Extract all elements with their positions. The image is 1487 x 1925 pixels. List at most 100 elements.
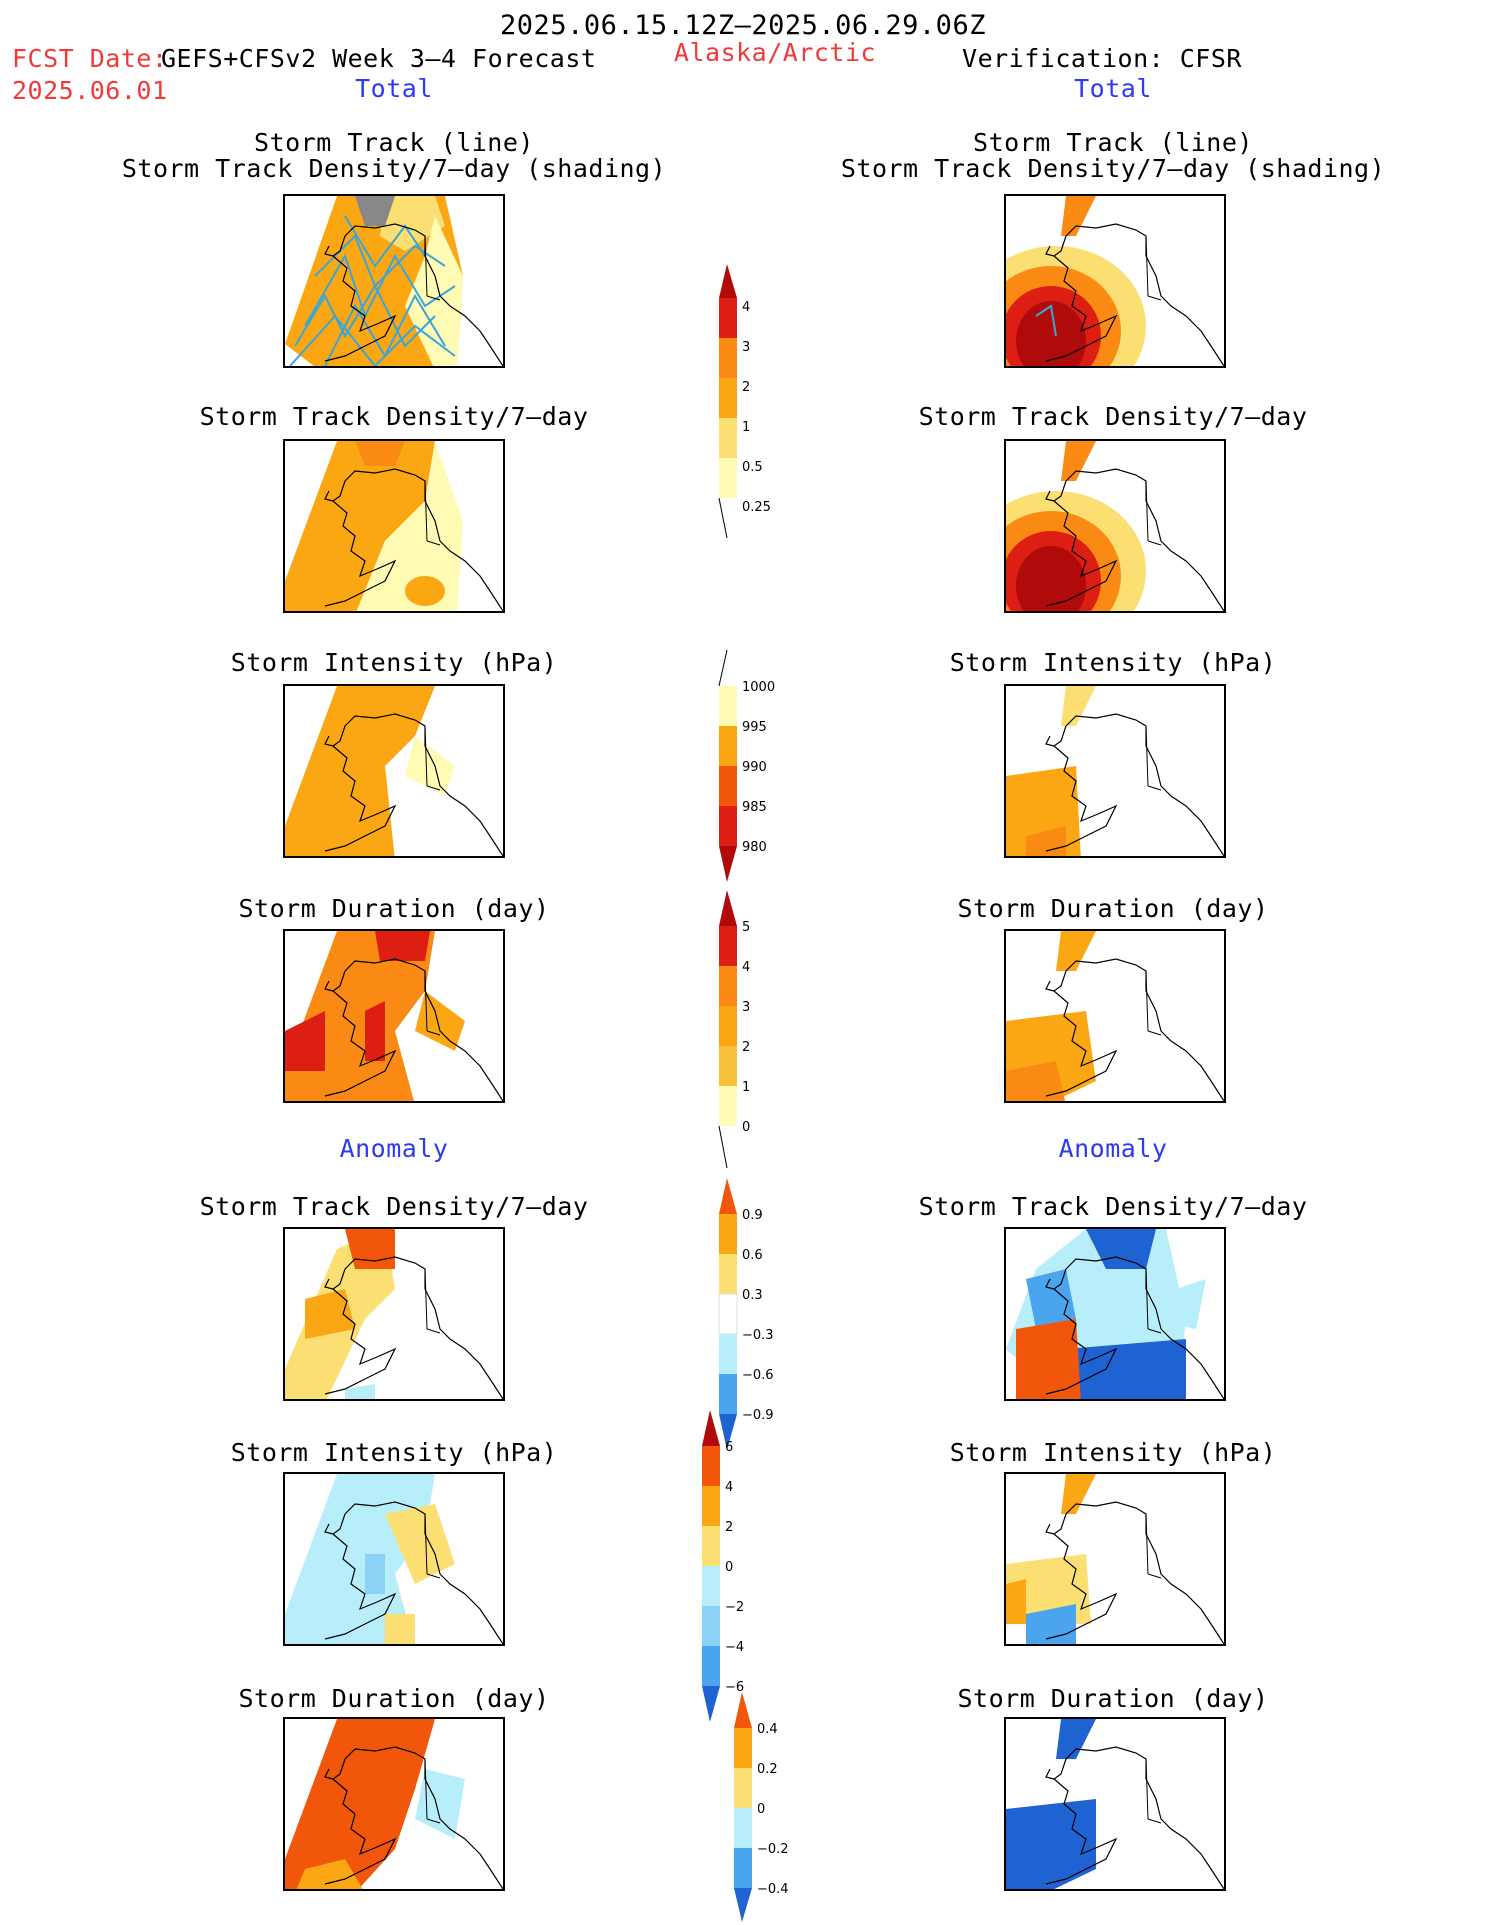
map-left-track (283, 194, 505, 368)
tick-label: −0.2 (757, 1842, 789, 1857)
map-right-anom-density-svg (1006, 1229, 1224, 1399)
tick-label: 0.6 (742, 1248, 763, 1263)
border-outline (424, 1758, 441, 1824)
right-density-title: Storm Track Density/7–day (918, 402, 1308, 431)
left-anom-intensity-title: Storm Intensity (hPa) (230, 1438, 558, 1467)
tick-label: −0.6 (742, 1368, 774, 1383)
tick-label: 995 (742, 720, 767, 735)
map-right-intensity-svg (1006, 686, 1224, 856)
map-left-anom-duration-svg (285, 1719, 503, 1889)
map-right-duration (1004, 929, 1226, 1103)
tick-label: 0.2 (757, 1762, 778, 1777)
right-anom-density-title: Storm Track Density/7–day (918, 1192, 1308, 1221)
coastline-outline (1045, 958, 1224, 1101)
right-intensity-title: Storm Intensity (hPa) (949, 648, 1277, 677)
coastline-outline (1045, 713, 1224, 856)
fcst-source: GEFS+CFSv2 Week 3–4 Forecast (161, 44, 597, 73)
anomaly-density-colorbar: 0.9 0.6 0.3 −0.3 −0.6 −0.9 (718, 1178, 774, 1450)
tick-label: 980 (742, 840, 767, 855)
tick-label: 4 (742, 960, 750, 975)
border-outline (1145, 480, 1162, 546)
right-duration-title: Storm Duration (day) (957, 894, 1269, 923)
anomaly-duration-colorbar: 0.4 0.2 0 −0.2 −0.4 (734, 1692, 789, 1922)
map-right-anom-intensity-svg (1006, 1474, 1224, 1644)
tick-label: 0.5 (742, 460, 763, 475)
coastline-outline (1045, 1501, 1224, 1644)
map-right-track-svg (1006, 196, 1224, 366)
map-left-intensity (283, 684, 505, 858)
map-left-anom-density (283, 1227, 505, 1401)
tick-label: 3 (742, 340, 750, 355)
tick-label: 2 (742, 380, 750, 395)
map-right-anom-duration-svg (1006, 1719, 1224, 1889)
tick-label: 5 (742, 920, 750, 935)
tick-label: −0.3 (742, 1328, 774, 1343)
border-outline (424, 1268, 441, 1334)
map-left-density-svg (285, 441, 503, 611)
border-outline (1145, 1268, 1162, 1334)
border-outline (1145, 970, 1162, 1036)
map-left-track-svg (285, 196, 503, 366)
map-right-anom-density (1004, 1227, 1226, 1401)
tick-label: 0 (742, 1120, 750, 1135)
tick-label: 4 (725, 1480, 733, 1495)
map-right-anom-intensity (1004, 1472, 1226, 1646)
tick-label: 1000 (742, 680, 775, 695)
map-left-intensity-svg (285, 686, 503, 856)
tick-label: 1 (742, 1080, 750, 1095)
coastline-outline (1045, 223, 1224, 366)
map-left-anom-density-svg (285, 1229, 503, 1399)
border-outline (1145, 1758, 1162, 1824)
border-outline (1145, 235, 1162, 301)
coastline-outline (324, 713, 503, 856)
left-anom-density-title: Storm Track Density/7–day (199, 1192, 589, 1221)
border-outline (1145, 1513, 1162, 1579)
tick-label: 6 (725, 1440, 733, 1455)
coastline-outline (1045, 1256, 1224, 1399)
tick-label: −0.9 (742, 1408, 774, 1423)
fcst-date-label: FCST Date: (12, 44, 168, 73)
map-left-anom-duration (283, 1717, 505, 1891)
left-duration-title: Storm Duration (day) (238, 894, 550, 923)
total-density-colorbar: 4 3 2 1 0.5 0.25 (718, 264, 771, 539)
border-outline (1145, 725, 1162, 791)
tick-label: −6 (725, 1680, 744, 1695)
coastline-outline (324, 1746, 503, 1889)
tick-label: 2 (725, 1520, 733, 1535)
left-anom-duration-title: Storm Duration (day) (238, 1684, 550, 1713)
coastline-outline (324, 958, 503, 1101)
tick-label: 0 (725, 1560, 733, 1575)
right-anom-duration-title: Storm Duration (day) (957, 1684, 1269, 1713)
right-track-title-1: Storm Track (line) (973, 128, 1253, 157)
right-anom-intensity-title: Storm Intensity (hPa) (949, 1438, 1277, 1467)
tick-label: 0.3 (742, 1288, 763, 1303)
coastline-outline (324, 223, 503, 366)
map-left-duration-svg (285, 931, 503, 1101)
coastline-outline (324, 1501, 503, 1644)
map-right-track (1004, 194, 1226, 368)
date-range-title: 2025.06.15.12Z–2025.06.29.06Z (500, 10, 986, 41)
total-intensity-colorbar: 1000 995 990 985 980 (718, 649, 775, 882)
region-label: Alaska/Arctic (673, 38, 877, 67)
map-left-anom-intensity-svg (285, 1474, 503, 1644)
map-right-density-svg (1006, 441, 1224, 611)
map-left-density (283, 439, 505, 613)
total-duration-colorbar: 5 4 3 2 1 0 (718, 890, 750, 1169)
map-left-anom-intensity (283, 1472, 505, 1646)
anomaly-intensity-colorbar: 6 4 2 0 −2 −4 −6 (702, 1410, 744, 1722)
map-left-duration (283, 929, 505, 1103)
tick-label: −0.4 (757, 1882, 789, 1897)
left-density-title: Storm Track Density/7–day (199, 402, 589, 431)
tick-label: 0 (757, 1802, 765, 1817)
map-right-duration-svg (1006, 931, 1224, 1101)
tick-label: 2 (742, 1040, 750, 1055)
tick-label: −4 (725, 1640, 744, 1655)
verification-label: Verification: CFSR (962, 44, 1242, 73)
right-track-title-2: Storm Track Density/7–day (shading) (840, 154, 1386, 183)
map-right-anom-duration (1004, 1717, 1226, 1891)
left-intensity-title: Storm Intensity (hPa) (230, 648, 558, 677)
coastline-outline (1045, 468, 1224, 611)
border-outline (424, 235, 441, 301)
left-track-title-1: Storm Track (line) (254, 128, 534, 157)
tick-label: 0.4 (757, 1722, 778, 1737)
